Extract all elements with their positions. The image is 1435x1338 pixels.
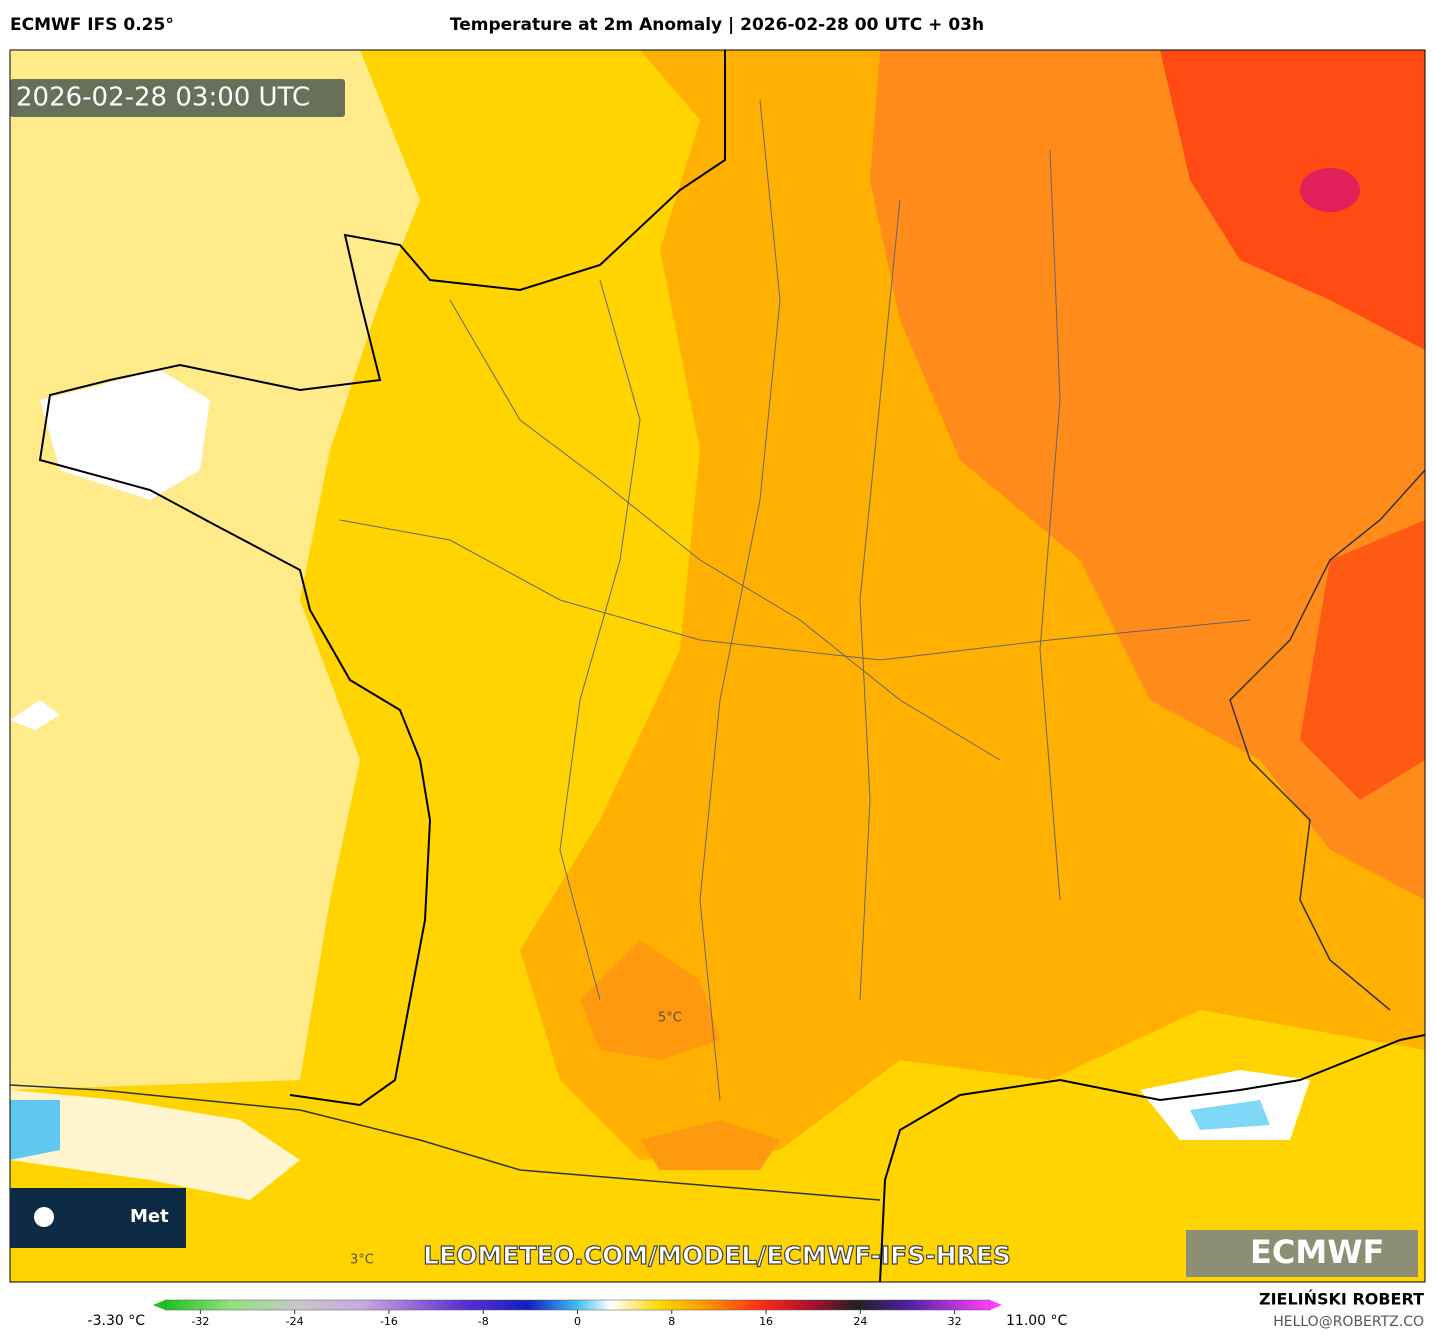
logo-right: ECMWF — [1250, 1233, 1384, 1271]
model-name: ECMWF IFS 0.25° — [10, 15, 174, 35]
map: 5°C 3°C — [10, 50, 1425, 1282]
map-frame — [9, 49, 1426, 1283]
colorbar-bar — [164, 1299, 991, 1311]
region-borders — [339, 99, 1251, 1101]
field-white-sea — [10, 700, 60, 730]
borders — [10, 469, 1425, 1201]
field-orange-sw — [580, 940, 720, 1060]
colorbar-tick-label: 24 — [853, 1315, 867, 1328]
colorbar-tick-label: 32 — [948, 1315, 962, 1328]
logo-left: Met — [130, 1206, 169, 1227]
timestamp-box — [10, 79, 345, 117]
field-red — [1160, 50, 1425, 350]
contour-label: 3°C — [350, 1253, 374, 1268]
field-red-alps — [1300, 520, 1425, 800]
colorbar-max: 11.00 °C — [1006, 1313, 1068, 1329]
colorbar-tick-label: -8 — [478, 1315, 489, 1328]
colorbar-min: -3.30 °C — [88, 1313, 146, 1329]
logo-sun — [34, 1207, 54, 1227]
map-title: Temperature at 2m Anomaly | 2026-02-28 0… — [450, 15, 984, 35]
colorbar-tick-label: 0 — [574, 1315, 581, 1328]
contact: HELLO@ROBERTZ.CO — [1273, 1314, 1424, 1330]
colorbar-tick-label: -16 — [380, 1315, 398, 1328]
field-blue — [10, 1100, 60, 1160]
field-white-brittany — [40, 370, 210, 500]
field-white-pyr — [10, 1090, 300, 1200]
colorbar-tick-label: 8 — [668, 1315, 675, 1328]
logo-right-box — [1186, 1230, 1418, 1277]
colorbar-tick-label: -24 — [286, 1315, 304, 1328]
colorbar-tick-label: -32 — [191, 1315, 209, 1328]
contour-label: 5°C — [658, 1011, 682, 1026]
field-orange-pyr — [640, 1120, 780, 1170]
watermark: LEOMETEO.COM/MODEL/ECMWF-IFS-HRES — [423, 1241, 1011, 1270]
colorbar-tick-label: 16 — [759, 1315, 773, 1328]
timestamp: 2026-02-28 03:00 UTC — [16, 83, 310, 113]
colorbar-arrow-low — [153, 1300, 165, 1310]
colorbar-arrow-high — [990, 1300, 1002, 1310]
author: ZIELIŃSKI ROBERT — [1259, 1290, 1424, 1309]
field-blue-med — [1190, 1100, 1270, 1130]
field-max — [1300, 168, 1360, 212]
coastline — [38, 50, 1425, 1282]
colorbar: -32 -24 -16 -8 0 8 16 24 32 — [153, 1299, 1002, 1328]
